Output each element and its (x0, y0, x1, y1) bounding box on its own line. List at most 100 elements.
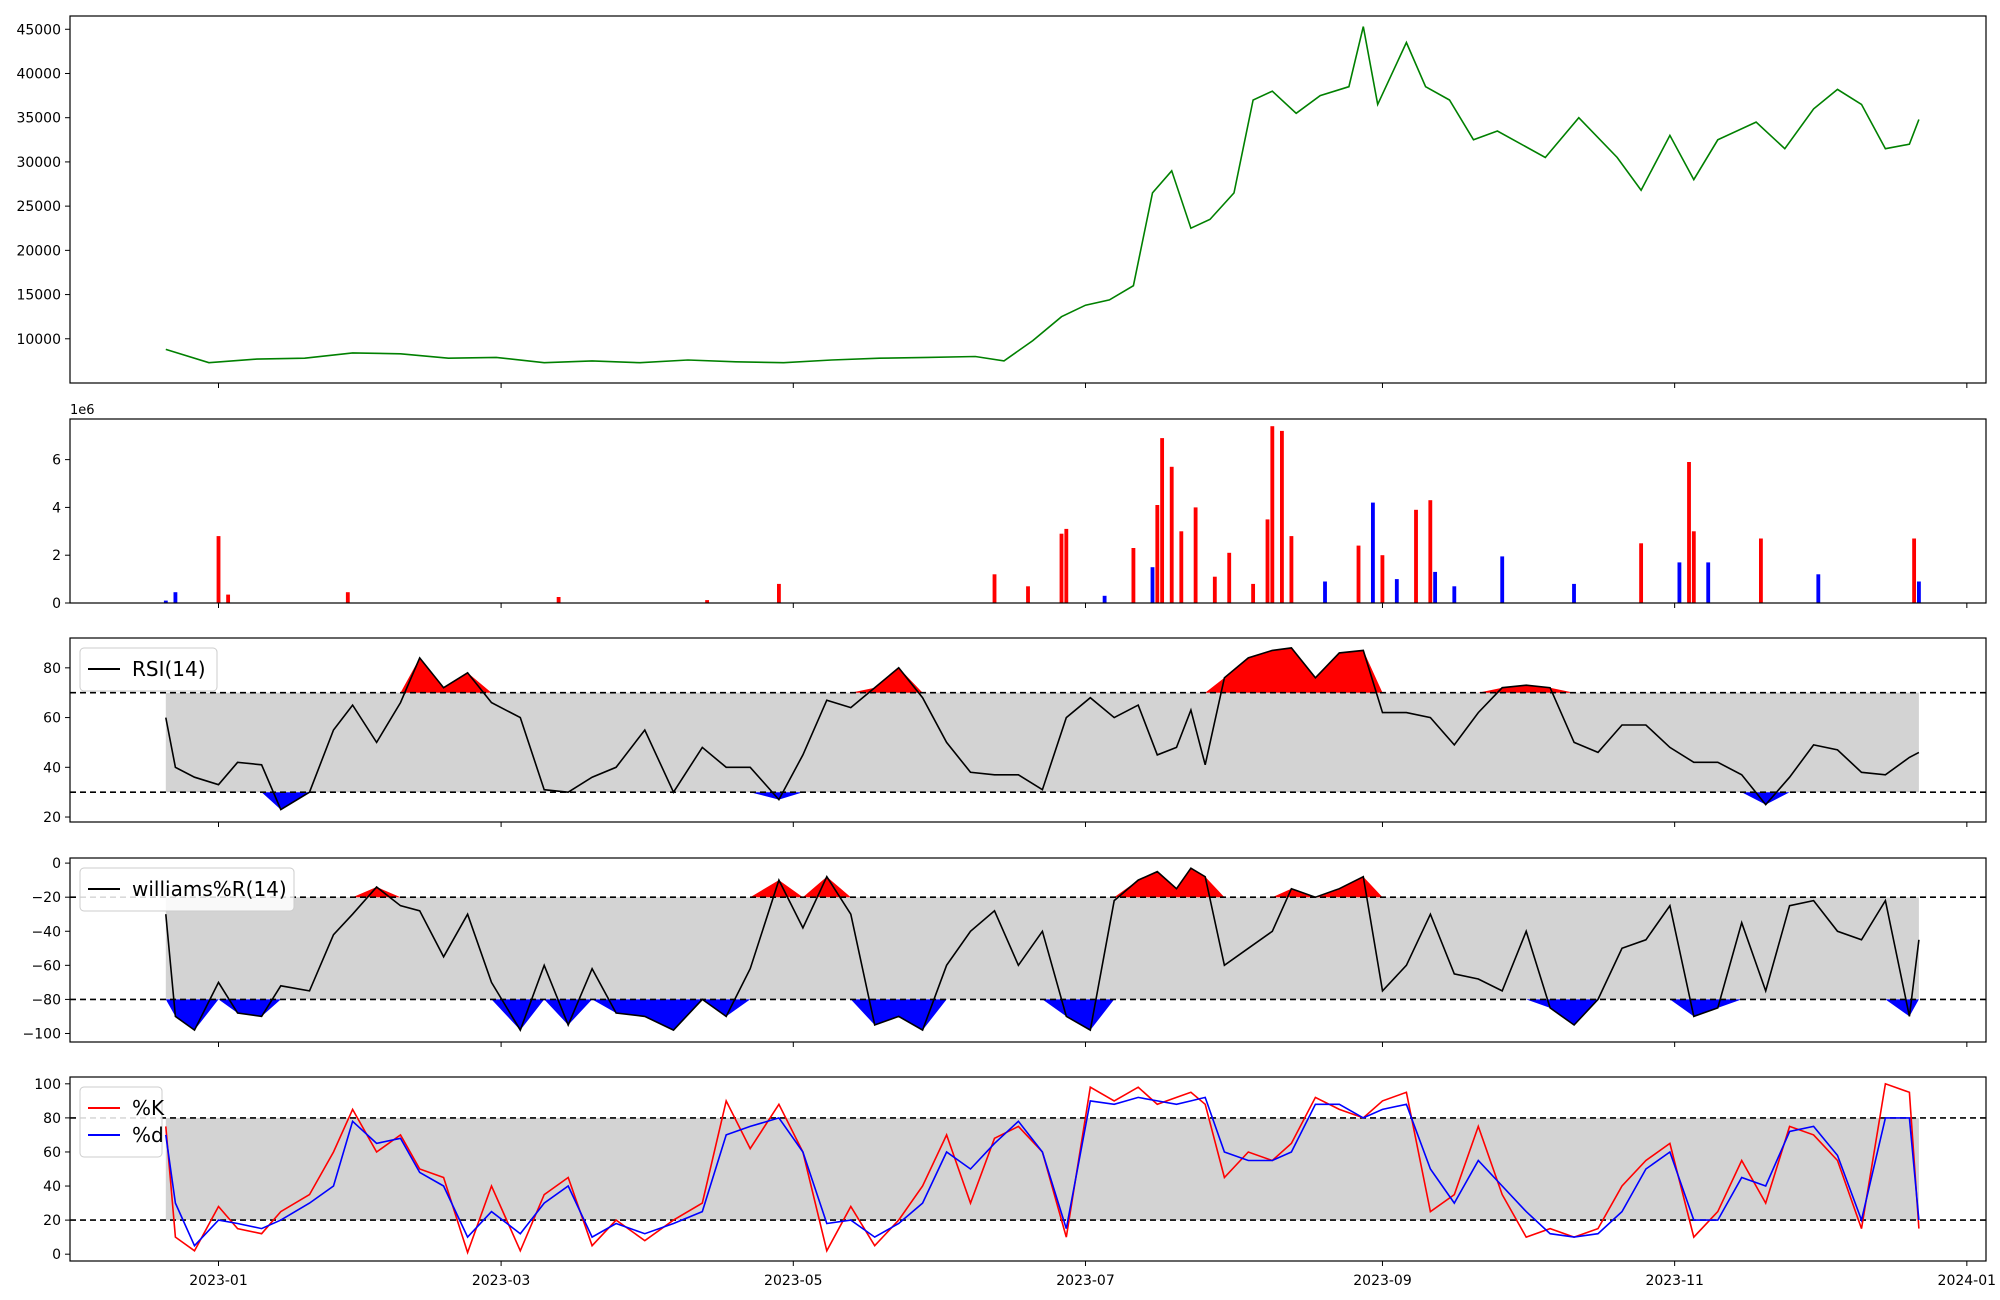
volume-bar (1677, 562, 1682, 603)
volume-bar (1251, 583, 1256, 603)
volume-bar (1687, 462, 1691, 603)
legend-label: RSI(14) (132, 657, 206, 681)
stoch-d-line (165, 1096, 1920, 1248)
volume-bar (1289, 536, 1294, 603)
y-tick-label: 100 (34, 1077, 61, 1093)
volume-bar (1414, 509, 1418, 603)
legend-box (79, 647, 218, 692)
volume-bar (1371, 502, 1375, 603)
y-tick-label: 30000 (16, 155, 61, 171)
williams-r-panel: −100 −80 −60 −40 −20 0 williams%R(14) (23, 856, 1987, 1047)
legend-label: %K (132, 1096, 165, 1120)
y-tick-label: 80 (43, 1111, 61, 1127)
volume-bar (1912, 538, 1917, 603)
y-tick-label: 15000 (16, 288, 61, 304)
threshold-band (165, 897, 1919, 1000)
y-tick-label: −20 (31, 890, 61, 906)
y-tick-label: 2 (52, 548, 61, 564)
volume-bar (1102, 595, 1107, 603)
volume-bar (1212, 576, 1217, 603)
volume-bar (1270, 426, 1275, 603)
volume-bar (173, 592, 178, 603)
volume-bar (1131, 548, 1136, 603)
y-tick-label: 20 (43, 810, 61, 826)
volume-bar (345, 592, 350, 603)
volume-bar (216, 536, 221, 603)
x-tick-label: 2023-11 (1645, 1273, 1704, 1289)
oversold-fill (165, 999, 1919, 1031)
x-tick-label: 2023-01 (189, 1273, 248, 1289)
volume-bar (1059, 533, 1064, 603)
volume-bar (1280, 430, 1284, 603)
panel-frame (69, 418, 1987, 604)
volume-bar (1394, 579, 1399, 603)
volume-bar (556, 597, 561, 603)
y-tick-label: 20000 (16, 243, 61, 259)
y-tick-label: 6 (52, 453, 61, 469)
volume-bar (226, 594, 231, 603)
rsi-line (165, 647, 1920, 811)
volume-bar (1323, 581, 1327, 603)
threshold-band (165, 692, 1919, 793)
volume-bar (1917, 581, 1921, 603)
legend-box (79, 867, 295, 912)
price-panel: 10000 15000 20000 25000 30000 35000 40000 45000 (16, 15, 1987, 388)
volume-bar (1380, 555, 1385, 603)
volume-bar (1452, 586, 1457, 603)
y-tick-label: 4 (52, 500, 61, 516)
volume-bar (1064, 528, 1069, 603)
y-tick-label: −60 (31, 958, 61, 974)
volume-bar (1706, 562, 1711, 603)
y-tick-label: 0 (52, 596, 61, 612)
threshold-band (165, 1117, 1919, 1221)
volume-bar (1193, 507, 1198, 603)
volume-bar (777, 583, 781, 603)
panel-frame (69, 1076, 1987, 1262)
y-tick-label: 0 (52, 856, 61, 872)
volume-bar (705, 600, 710, 603)
volume-bar (992, 574, 997, 603)
y-tick-label: 35000 (16, 111, 61, 127)
x-tick-label: 2023-07 (1056, 1273, 1115, 1289)
legend-box (79, 1086, 163, 1158)
y-tick-label: 40000 (16, 66, 61, 82)
volume-bar (1227, 552, 1232, 603)
volume-bar (1179, 531, 1184, 603)
volume-bar (1816, 574, 1821, 603)
rsi-panel: 20 40 60 80 RSI(14) (43, 637, 1987, 827)
volume-bar (1150, 567, 1155, 603)
legend-label: williams%R(14) (132, 877, 287, 901)
volume-panel: 0 2 4 6 (52, 418, 1987, 612)
volume-bar (1500, 556, 1505, 603)
stochastic-panel: 0 20 40 60 80 100 %K %d 2023-01 2023-03 2023-05 202… (34, 1076, 1996, 1289)
volume-bar (1433, 571, 1438, 603)
y-tick-label: 0 (52, 1247, 61, 1263)
x-tick-label: 2023-03 (472, 1273, 531, 1289)
legend-label: %d (132, 1123, 164, 1147)
volume-bar (1759, 538, 1763, 603)
y-tick-label: −40 (31, 924, 61, 940)
y-tick-label: 60 (43, 1145, 61, 1161)
y-tick-label: −80 (31, 992, 61, 1008)
panel-frame (69, 15, 1987, 384)
y-tick-label: 45000 (16, 22, 61, 38)
panel-frame (69, 857, 1987, 1043)
volume-bar (1155, 505, 1160, 603)
y-tick-label: 80 (43, 661, 61, 677)
volume-bar (1691, 531, 1696, 603)
volume-bar (1356, 545, 1361, 603)
williams-r-line (165, 867, 1920, 1032)
volume-bar (1572, 583, 1576, 603)
volume-bar (1169, 466, 1174, 603)
volume-bar (1428, 500, 1433, 603)
y-tick-label: 10000 (16, 332, 61, 348)
y-tick-label: 60 (43, 711, 61, 727)
y-tick-label: 40 (43, 760, 61, 776)
volume-bar (1265, 519, 1270, 603)
x-tick-label: 2023-09 (1353, 1273, 1412, 1289)
panel-frame (69, 637, 1987, 823)
volume-bar (1160, 438, 1165, 603)
volume-bar (1639, 543, 1644, 603)
